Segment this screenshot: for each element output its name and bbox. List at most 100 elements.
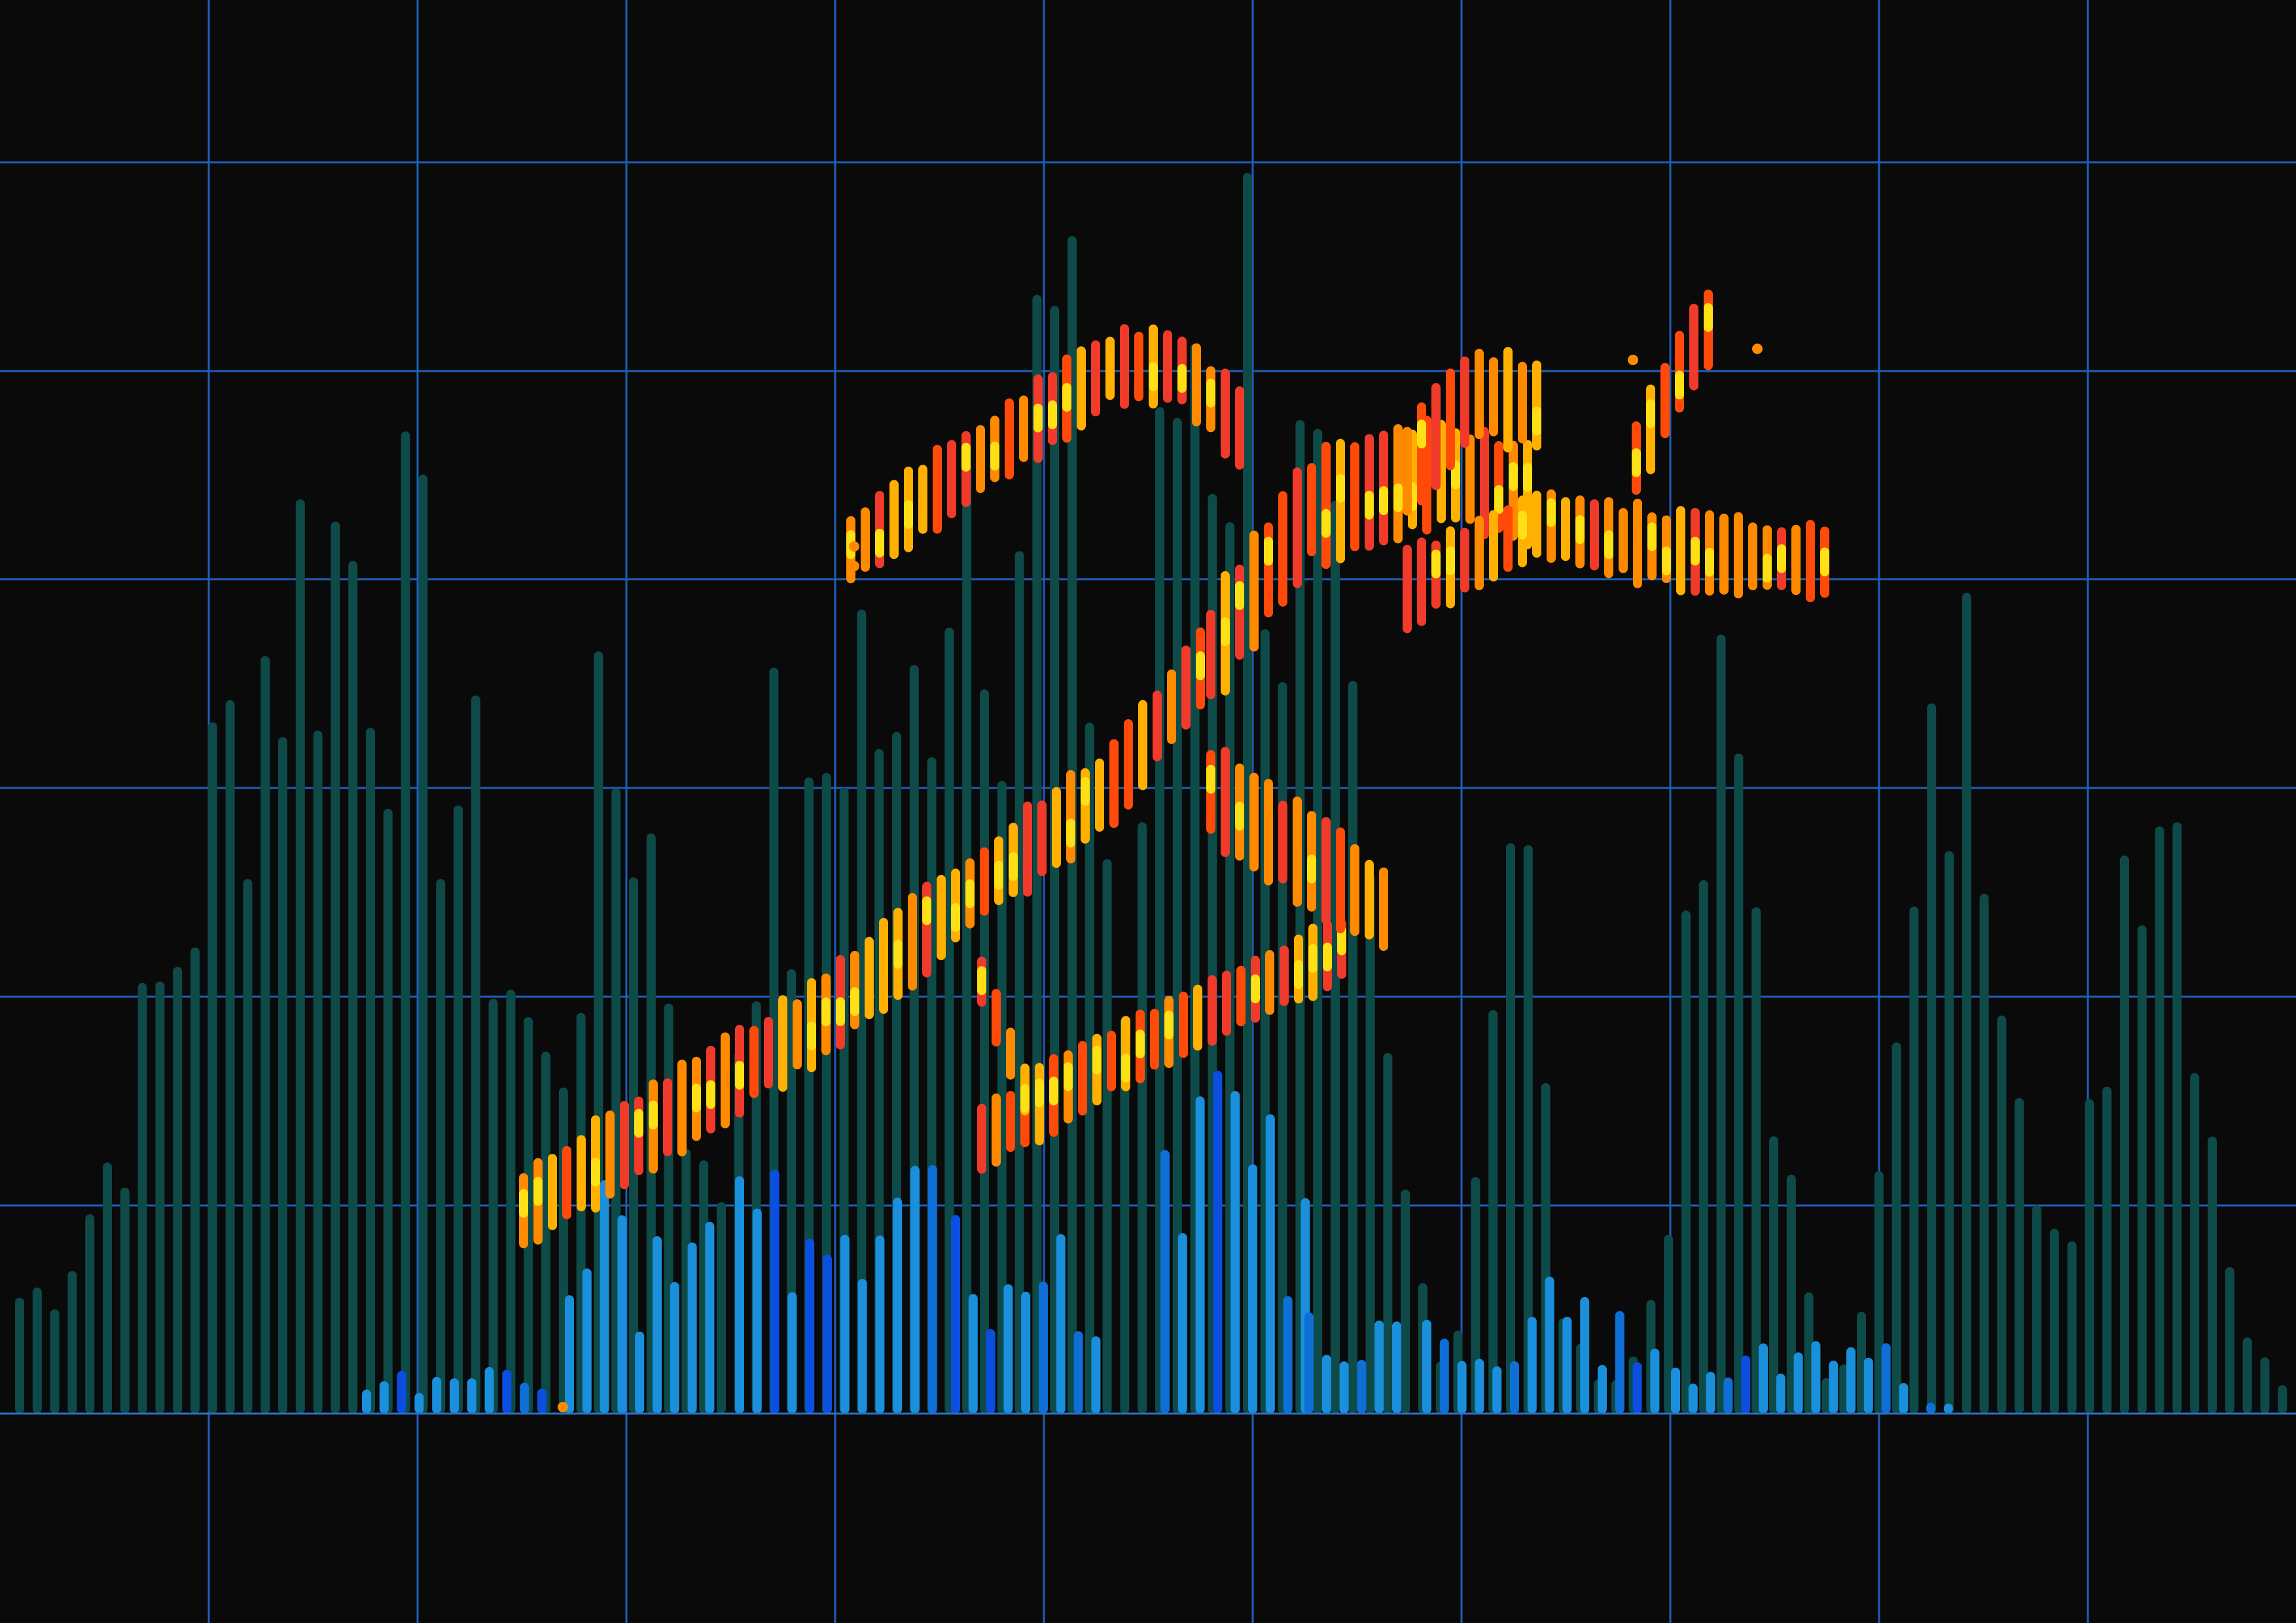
blue-bar [1723,1377,1733,1414]
blue-bar [1793,1352,1803,1414]
blue-bar [414,1393,424,1414]
figure-highlight [1064,1062,1073,1092]
figure-segment [620,1101,629,1190]
background-bar [1681,910,1691,1414]
figure-segment [1235,564,1244,660]
figure-segment [861,507,870,572]
figure-segment [1660,363,1670,438]
figure-highlight [1777,544,1786,573]
blue-bar [1248,1164,1257,1414]
background-bar [1839,1364,1849,1414]
background-bar [278,737,287,1414]
background-bar [1471,1177,1480,1414]
background-bar [2225,1267,2234,1414]
blue-bar [1741,1355,1751,1414]
figure-segment [1379,867,1388,952]
figure-highlight [1092,1045,1102,1075]
figure-segment [778,995,787,1092]
blue-bar [1230,1091,1240,1414]
figure-segment [992,1093,1001,1167]
figure-segment [908,893,917,991]
background-bar [32,1287,42,1414]
background-bar [1979,893,1989,1414]
figure-segment [562,1146,571,1220]
figure-highlight [1604,530,1613,560]
figure-highlight [1294,960,1303,990]
background-bar [980,689,989,1414]
background-bar [348,560,358,1414]
figure-segment [1091,340,1100,417]
background-bar [1488,1010,1498,1414]
blue-bar [1829,1361,1839,1414]
blue-bar [1321,1355,1331,1414]
background-bar [67,1271,77,1414]
figure-segment [1095,758,1104,832]
figure-highlight [1033,403,1043,433]
blue-bar [1091,1336,1101,1414]
figure-dot [849,541,859,552]
background-bar [1945,851,1954,1414]
background-bar [2278,1385,2287,1414]
figure-highlight [904,500,913,529]
figure-segment [1105,336,1115,401]
figure-segment [1518,361,1527,444]
blue-bar [968,1294,978,1414]
figure-segment [1249,772,1259,872]
figure-segment [1120,324,1129,409]
figure-segment [933,444,942,534]
figure-segment [1019,395,1028,462]
blue-bar [1706,1372,1715,1414]
background-bar [1243,173,1252,1414]
figure-segment [1403,544,1412,633]
figure-highlight [850,987,859,1016]
figure-segment [1689,304,1698,391]
blue-bar [752,1208,762,1414]
blue-bar [1422,1319,1431,1414]
blue-bar [1039,1281,1048,1414]
background-bar [2102,1086,2112,1414]
blue-bar [1439,1338,1449,1414]
background-bar [2015,1097,2024,1414]
blue-bar [735,1176,744,1414]
figure-segment [1676,506,1685,596]
background-bar [2155,826,2164,1414]
background-bar [2049,1228,2059,1414]
figure-highlight [634,1109,643,1138]
figure-highlight [1675,370,1684,400]
figure-highlight [1393,483,1403,512]
blue-bar [1195,1096,1205,1414]
figure-segment [1181,645,1191,730]
figure-highlight [591,1158,600,1186]
figure-segment [1236,965,1246,1027]
figure-segment [1475,348,1484,440]
background-bar [418,474,428,1414]
background-bar [1716,634,1726,1414]
background-bar [962,463,972,1414]
figure-segment [1336,827,1345,934]
blue-bar [1457,1361,1467,1414]
blue-bar [379,1381,389,1414]
background-bar [1523,845,1533,1414]
figure-highlight [951,903,960,932]
background-bar [1313,429,1323,1414]
figure-segment [677,1060,687,1157]
figure-segment [1193,984,1202,1051]
blue-bar [362,1389,371,1414]
blue-bar [1021,1291,1031,1414]
figure-dot [849,561,859,571]
figure-segment [721,1032,730,1129]
figure-highlight [1647,522,1657,552]
figure-highlight [807,1021,816,1050]
background-bar [944,628,954,1414]
figure-segment [1124,719,1133,810]
background-bar [717,1202,726,1414]
background-bar [1769,1136,1778,1414]
blue-bar [1304,1312,1314,1414]
background-bar [1962,592,1971,1414]
background-bar [2085,1099,2094,1414]
background-bar [2208,1136,2217,1414]
figure-highlight [1337,926,1346,955]
figure-segment [1221,368,1230,459]
figure-highlight [1206,378,1215,408]
blue-bar [1759,1343,1768,1414]
